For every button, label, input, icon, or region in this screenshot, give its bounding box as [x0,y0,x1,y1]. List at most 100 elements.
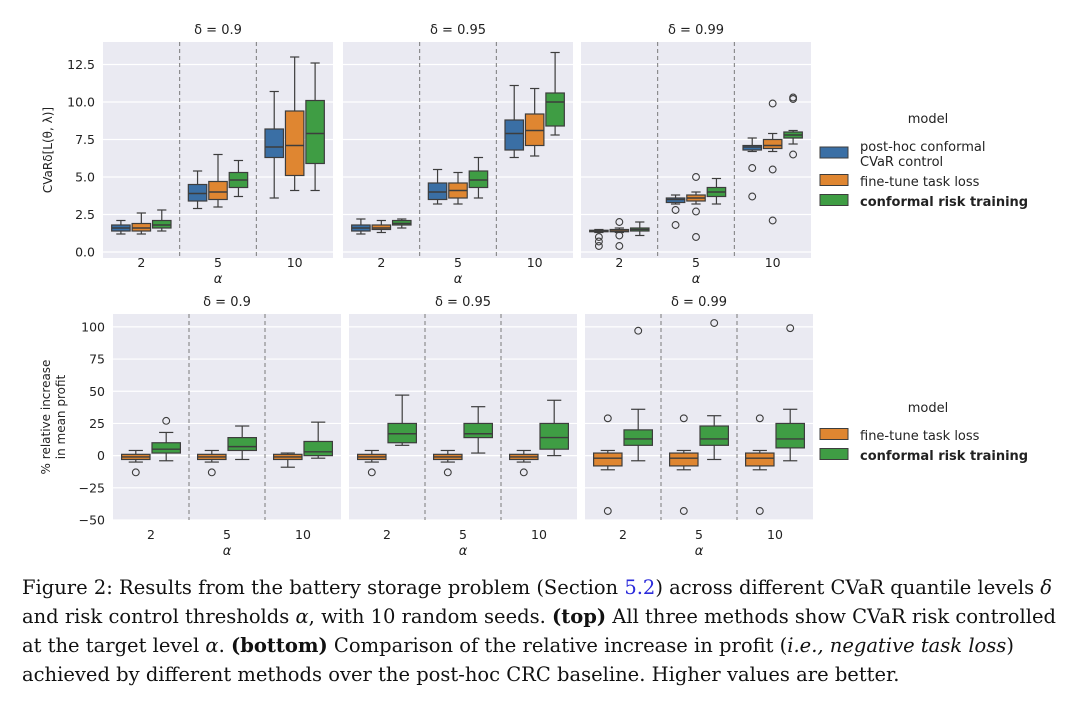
iqr-box [504,119,525,151]
iqr-box [131,222,152,232]
x-axis-label: α [695,544,704,559]
iqr-box [775,422,805,449]
y-tick-label: −50 [79,513,105,528]
outlier-point [768,165,777,174]
box-2 [699,319,729,461]
outlier-point [755,507,764,515]
box-1 [744,414,775,515]
outlier-point [131,468,140,477]
legend-swatch [819,194,849,206]
legend-label: post-hoc conformal [860,140,985,155]
facet-3: δ = 0.99 2 5 α 10 [585,295,813,559]
x-tick-label: 2 [137,255,145,270]
iqr-box [744,452,775,467]
box-1 [589,228,609,250]
caption-italic-note: i.e., negative task loss [787,634,1007,657]
box-2 [227,425,257,461]
y-tick-label: 7.5 [75,132,95,147]
legend-title: model [908,401,948,416]
section-reference-link[interactable]: 5.2 [624,576,656,599]
iqr-box [762,138,783,150]
box-1 [742,137,763,201]
y-axis-label-line: in mean profit [54,374,68,459]
outlier-point [748,192,757,201]
iqr-box [468,170,489,189]
x-tick-label: 2 [383,527,391,542]
outlier-point [615,231,624,240]
box-3 [391,218,412,229]
legend-swatch [819,448,849,460]
legend-swatch [819,146,849,159]
facet-background [581,42,811,258]
legend-swatch [819,428,849,440]
iqr-box [303,440,333,457]
figure-caption: Figure 2: Results from the battery stora… [22,573,1062,689]
box-1 [504,84,525,159]
box-1 [197,449,227,477]
box-1 [273,452,303,468]
y-tick-label: 5.0 [75,170,95,185]
outlier-point [615,242,624,250]
caption-alpha-symbol: α [295,605,309,628]
legend-swatch [819,174,849,186]
box-2 [775,324,805,462]
outlier-point [594,233,603,241]
outlier-point [692,233,700,241]
outlier-point [594,237,603,246]
y-tick-label: 12.5 [67,57,95,72]
facet-2: δ = 0.95 2 5 α 10 [343,23,573,287]
outlier-point [789,150,798,159]
box-2 [151,416,181,462]
outlier-point [603,507,612,515]
y-tick-label: −25 [79,480,105,495]
x-axis-label: α [454,272,463,287]
x-axis-label: α [692,272,701,287]
iqr-box [668,452,699,467]
facet-3: δ = 0.99 2 5 α 10 [581,23,811,287]
x-tick-label: 5 [454,255,462,270]
box-2 [463,406,493,454]
x-tick-label: 5 [459,527,467,542]
iqr-box [592,452,623,467]
iqr-box [524,113,545,147]
legend: model fine-tune task loss conformal risk t… [819,401,1028,464]
x-tick-label: 10 [767,527,783,542]
outlier-point [594,242,603,250]
facet-title: δ = 0.95 [430,23,486,38]
x-tick-label: 10 [295,527,311,542]
box-3 [468,156,489,199]
outlier-point [692,207,700,216]
box-1 [592,414,623,515]
legend-label: CVaR control [860,155,943,170]
iqr-box [742,144,763,151]
outlier-point [789,93,798,102]
legend-label: fine-tune task loss [860,175,980,190]
box-1 [668,414,699,515]
outlier-point [692,173,700,181]
x-tick-label: 10 [527,255,543,270]
outlier-point [768,216,777,225]
facet-title: δ = 0.99 [671,295,727,310]
x-tick-label: 5 [223,527,231,542]
x-axis-label: α [459,544,468,559]
y-tick-label: 10.0 [67,95,95,110]
caption-text-1: ) across different CVaR quantile levels [655,576,1041,599]
iqr-box [208,180,228,201]
y-axis-label: CVaRδ[L(θ, λ)] [41,107,55,193]
y-tick-label: 100 [81,319,105,334]
outlier-point [519,468,528,477]
x-tick-label: 10 [531,527,547,542]
box-2 [371,219,392,234]
x-tick-label: 5 [214,255,222,270]
box-3 [151,209,172,232]
x-tick-label: 5 [695,527,703,542]
iqr-box [187,183,208,202]
iqr-box [665,197,686,204]
iqr-box [623,429,653,446]
box-1 [357,449,387,477]
box-3 [783,93,803,159]
facet-background [113,314,341,520]
